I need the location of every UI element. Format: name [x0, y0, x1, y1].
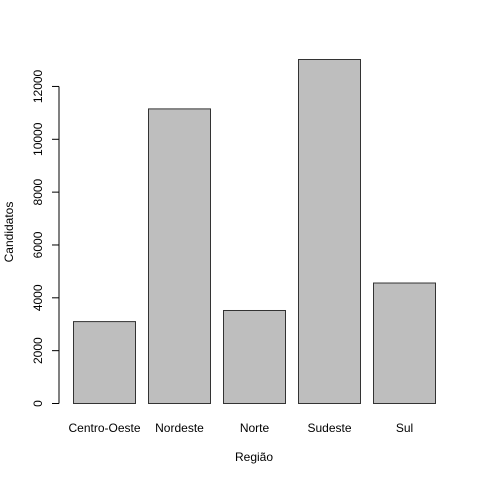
x-axis-title: Região: [235, 450, 273, 464]
bar-sul: [373, 282, 436, 405]
x-tick-label: Sudeste: [307, 421, 351, 435]
bars-layer: [73, 59, 436, 405]
y-tick-label: 4000: [31, 284, 45, 311]
bar-nordeste: [148, 108, 211, 404]
y-tick-label: 2000: [31, 337, 45, 364]
y-tick-label: 0: [31, 400, 45, 407]
y-tick-label: 10000: [31, 122, 45, 156]
x-tick-label: Centro-Oeste: [68, 421, 140, 435]
y-tick-label: 8000: [31, 178, 45, 205]
y-tick-label: 12000: [31, 69, 45, 103]
x-axis: Centro-Oeste Nordeste Norte Sudeste Sul: [68, 421, 413, 435]
bar-centro-oeste: [73, 321, 136, 405]
y-axis-title: Candidatos: [2, 202, 16, 263]
x-tick-label: Nordeste: [155, 421, 204, 435]
y-tick-label: 6000: [31, 231, 45, 258]
bar-norte: [223, 309, 286, 405]
y-axis: 0 2000 4000 6000 8000 10000 12000: [31, 69, 60, 407]
x-tick-label: Norte: [240, 421, 270, 435]
bar-sudeste: [298, 59, 361, 404]
x-tick-label: Sul: [396, 421, 413, 435]
